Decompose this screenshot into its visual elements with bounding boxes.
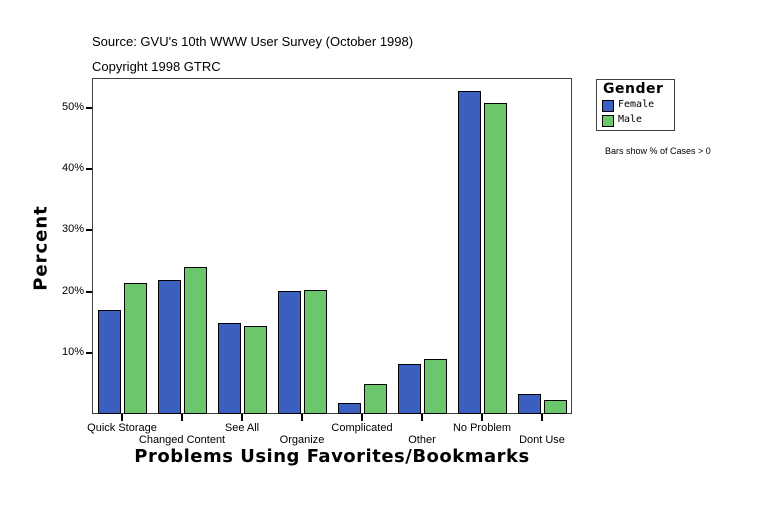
legend-swatch-male bbox=[602, 115, 614, 127]
x-tick-mark bbox=[181, 414, 183, 421]
legend-swatch-female bbox=[602, 100, 614, 112]
x-tick-mark bbox=[241, 414, 243, 421]
bar-female bbox=[158, 279, 181, 414]
legend-title: Gender bbox=[603, 81, 664, 97]
x-tick-mark bbox=[361, 414, 363, 421]
bar-male bbox=[184, 267, 207, 414]
x-tick-mark bbox=[541, 414, 543, 421]
x-tick-label: Organize bbox=[279, 434, 325, 446]
x-tick-label: Quick Storage bbox=[87, 422, 157, 434]
bar-male bbox=[124, 283, 147, 414]
copyright-caption: Copyright 1998 GTRC bbox=[92, 59, 221, 74]
legend: Gender Female Male bbox=[596, 79, 675, 131]
y-tick-mark bbox=[86, 229, 92, 232]
bar-female bbox=[338, 402, 361, 414]
x-tick-label: See All bbox=[224, 422, 260, 434]
x-tick-mark bbox=[301, 414, 303, 421]
cases-note: Bars show % of Cases > 0 bbox=[605, 146, 711, 156]
y-tick-label: 20% bbox=[61, 284, 84, 297]
y-tick-label: 30% bbox=[61, 223, 84, 236]
x-tick-mark bbox=[421, 414, 423, 421]
bar-male bbox=[364, 384, 387, 414]
y-tick-label: 40% bbox=[61, 162, 84, 175]
bar-female bbox=[398, 363, 421, 414]
bar-female bbox=[218, 322, 241, 414]
plot-area bbox=[92, 78, 572, 414]
x-tick-mark bbox=[481, 414, 483, 421]
bar-male bbox=[244, 325, 267, 414]
bar-male bbox=[424, 358, 447, 414]
y-axis-title: Percent bbox=[30, 205, 52, 291]
legend-label-female: Female bbox=[618, 99, 655, 110]
y-tick-mark bbox=[86, 351, 92, 354]
x-axis-title: Problems Using Favorites/Bookmarks bbox=[134, 446, 530, 467]
x-tick-label: Changed Content bbox=[138, 434, 226, 446]
bar-male bbox=[484, 103, 507, 414]
x-tick-mark bbox=[121, 414, 123, 421]
bar-female bbox=[518, 393, 541, 414]
x-tick-label: No Problem bbox=[452, 422, 512, 434]
bar-female bbox=[98, 309, 121, 414]
x-tick-label: Complicated bbox=[331, 422, 393, 434]
bar-male bbox=[544, 399, 567, 414]
bar-male bbox=[304, 289, 327, 414]
x-tick-label: Dont Use bbox=[519, 434, 565, 446]
y-tick-mark bbox=[86, 107, 92, 109]
bar-female bbox=[458, 90, 481, 414]
y-tick-mark bbox=[86, 168, 92, 171]
legend-label-male: Male bbox=[618, 114, 643, 125]
y-tick-label: 50% bbox=[61, 101, 84, 113]
y-tick-label: 10% bbox=[61, 345, 84, 358]
bar-female bbox=[278, 290, 301, 414]
y-tick-mark bbox=[86, 290, 92, 293]
source-caption: Source: GVU's 10th WWW User Survey (Octo… bbox=[92, 34, 414, 49]
x-tick-label: Other bbox=[408, 434, 436, 446]
